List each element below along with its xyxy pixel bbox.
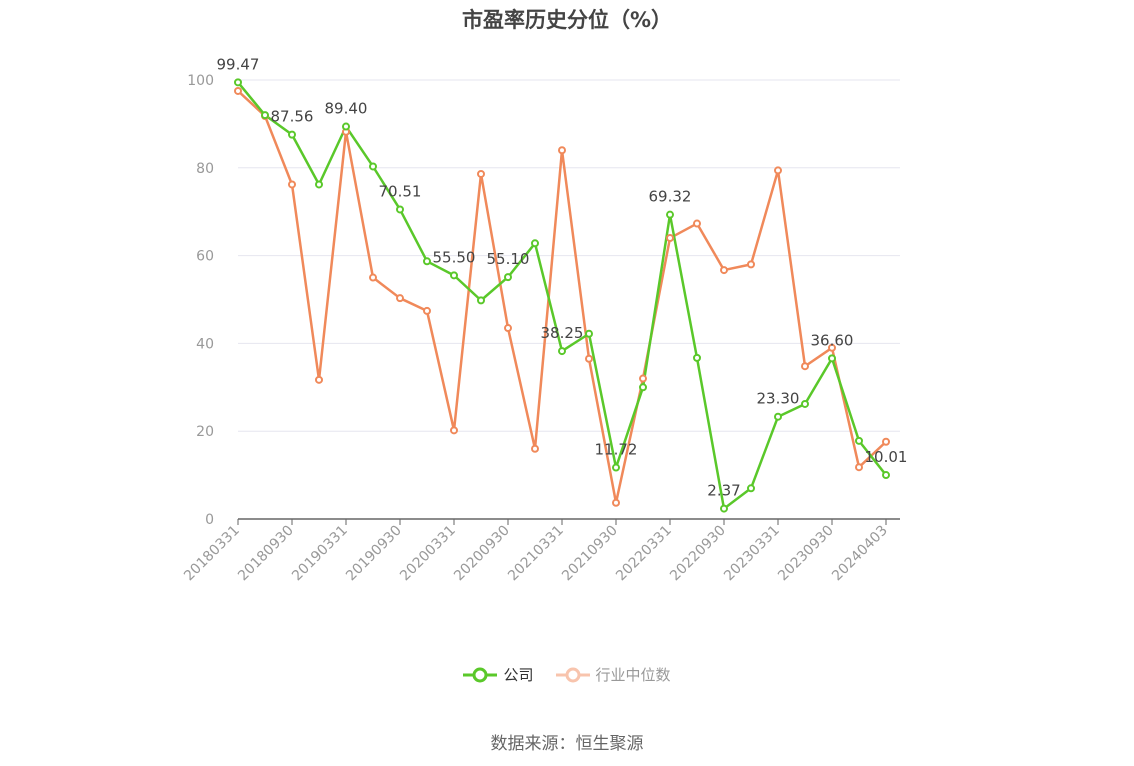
legend-company-label: 公司 [503, 666, 534, 684]
data-point [828, 343, 836, 352]
data-point [639, 374, 647, 383]
legend: 公司 行业中位数 [0, 664, 1134, 685]
data-label: 55.10 [487, 250, 530, 268]
data-point [720, 504, 728, 513]
data-label: 10.01 [865, 448, 908, 466]
data-point [396, 205, 404, 214]
data-source: 数据来源：恒生聚源 [490, 734, 644, 754]
y-tick-label: 80 [196, 161, 214, 177]
y-tick-label: 0 [205, 512, 214, 528]
x-tick-label: 20220930 [667, 523, 729, 585]
data-label: 11.72 [595, 441, 638, 459]
x-tick-label: 20230930 [775, 523, 837, 585]
x-tick-label: 20190930 [343, 523, 405, 585]
data-point [666, 234, 674, 243]
series-points [234, 78, 890, 513]
data-point [423, 306, 431, 315]
x-tick-label: 20180331 [181, 523, 243, 585]
y-tick-label: 20 [196, 424, 214, 440]
data-label: 55.50 [433, 248, 476, 266]
data-point [747, 484, 755, 493]
data-point [234, 78, 242, 87]
data-point [828, 354, 836, 363]
x-tick-label: 20200930 [451, 523, 513, 585]
x-tick-label: 20180930 [235, 523, 297, 585]
data-point [747, 260, 755, 269]
data-point [315, 375, 323, 384]
data-labels: 99.47 87.56 89.40 70.51 55.50 55.10 38.25 11.72… [217, 55, 908, 499]
data-point [558, 146, 566, 155]
data-point [477, 169, 485, 178]
data-label: 36.60 [811, 331, 854, 349]
legend-item-industry[interactable]: 行业中位数 [555, 664, 671, 685]
data-point [423, 257, 431, 266]
data-label: 38.25 [541, 324, 584, 342]
data-point [693, 219, 701, 228]
data-label: 87.56 [271, 108, 314, 126]
data-label: 2.37 [707, 482, 740, 500]
data-point [261, 111, 269, 120]
data-point [612, 463, 620, 472]
data-point [504, 273, 512, 282]
y-tick-label: 100 [187, 73, 214, 89]
data-point [288, 180, 296, 189]
data-point [342, 122, 350, 131]
data-point [504, 324, 512, 333]
x-tick-label: 20220331 [613, 523, 675, 585]
data-point [531, 444, 539, 453]
data-point [801, 362, 809, 371]
data-point [315, 180, 323, 189]
data-point [855, 463, 863, 472]
gridlines [238, 79, 900, 432]
data-point [450, 426, 458, 435]
data-label: 23.30 [757, 390, 800, 408]
data-label: 70.51 [379, 182, 422, 200]
data-point [612, 498, 620, 507]
data-point [801, 399, 809, 408]
y-tick-label: 40 [196, 336, 214, 352]
legend-item-company[interactable]: 公司 [463, 664, 534, 685]
legend-industry-label: 行业中位数 [595, 666, 671, 684]
chart-title: 市盈率历史分位（%） [461, 8, 673, 32]
data-point [288, 130, 296, 139]
legend-company-icon [463, 667, 498, 682]
data-point [234, 86, 242, 95]
y-tick-label: 60 [196, 249, 214, 265]
data-point [531, 239, 539, 248]
x-tick-label: 20200331 [397, 523, 459, 585]
data-label: 99.47 [217, 55, 260, 73]
x-tick-label: 20210331 [505, 523, 567, 585]
data-point [585, 354, 593, 363]
data-point [558, 347, 566, 356]
data-point [666, 210, 674, 219]
data-point [396, 294, 404, 303]
data-point [450, 271, 458, 280]
data-label: 69.32 [649, 188, 692, 206]
x-tick-label: 20240403 [829, 523, 891, 585]
data-point [369, 273, 377, 282]
data-point [477, 296, 485, 305]
x-tick-label: 20210930 [559, 523, 621, 585]
data-point [882, 471, 890, 480]
data-point [585, 329, 593, 338]
line-chart: 0 20 40 60 80 100 2018033120180930201903312019… [181, 55, 908, 585]
data-point [882, 437, 890, 446]
data-point [639, 383, 647, 392]
data-point [855, 436, 863, 445]
x-tick-label: 20230331 [721, 523, 783, 585]
data-label: 89.40 [325, 100, 368, 118]
data-point [693, 353, 701, 362]
data-point [720, 266, 728, 275]
data-point [774, 412, 782, 421]
data-point [369, 162, 377, 171]
legend-industry-icon [555, 667, 590, 682]
data-point [774, 166, 782, 175]
x-tick-label: 20190331 [289, 523, 351, 585]
